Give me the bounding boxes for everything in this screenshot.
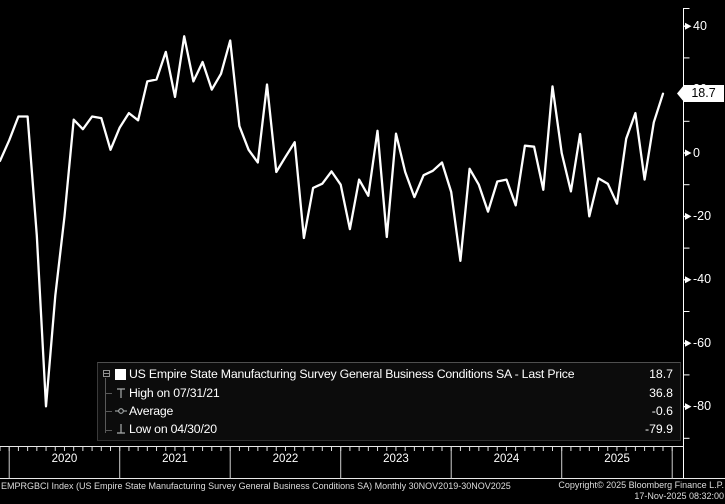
y-tick-arrow-icon [685,276,692,284]
footer-copyright-block: Copyright© 2025 Bloomberg Finance L.P. 1… [558,480,724,502]
average-marker-icon [114,408,127,414]
y-axis-label: -40 [693,272,712,287]
legend-tree-stub [105,430,112,431]
legend-row-high[interactable]: High on 07/31/21 36.8 [101,383,675,401]
legend-low-label: Low on 04/30/20 [129,422,217,437]
series-swatch-icon [115,368,126,380]
y-tick-arrow-icon [685,339,692,347]
y-axis-label: -80 [693,399,712,414]
legend-average-value: -0.6 [651,403,673,418]
price-line [0,35,665,408]
footer-copyright: Copyright© 2025 Bloomberg Finance L.P. [558,480,724,490]
legend-series-label: US Empire State Manufacturing Survey Gen… [129,367,575,382]
y-axis-label: -60 [693,335,712,350]
legend-tree-stub [105,393,112,394]
y-axis-label: -20 [693,208,712,223]
legend-series-value: 18.7 [649,367,673,382]
x-axis-year-label: 2021 [162,453,188,465]
x-axis-year-label: 2025 [604,453,630,465]
legend-high-label: High on 07/31/21 [129,385,220,400]
legend-row-low[interactable]: Low on 04/30/20 -79.9 [101,420,675,438]
legend-box: US Empire State Manufacturing Survey Gen… [97,362,681,441]
high-marker-icon [116,387,125,398]
x-axis-year-label: 2022 [272,453,299,465]
y-tick-arrow-icon [685,212,692,220]
legend-row-series[interactable]: US Empire State Manufacturing Survey Gen… [101,365,675,383]
y-axis-label: 0 [693,145,700,160]
x-axis-year-label: 2020 [51,453,78,465]
last-price-badge: 18.7 [677,85,724,102]
legend-tree-line [105,378,106,433]
legend-row-average[interactable]: Average -0.6 [101,402,675,420]
footer-datetime: 17-Nov-2025 08:32:00 [634,491,724,501]
tree-collapse-icon[interactable] [103,370,110,377]
legend-average-label: Average [129,403,174,418]
low-marker-icon [116,424,125,434]
legend-high-value: 36.8 [649,385,673,400]
x-axis-year-label: 2024 [493,453,520,465]
y-tick-arrow-icon [685,22,692,30]
y-axis-label: 40 [693,18,707,33]
y-tick-arrow-icon [685,403,692,411]
legend-low-value: -79.9 [644,422,673,437]
last-price-badge-value: 18.7 [691,86,716,100]
x-axis-year-label: 2023 [383,453,409,465]
y-tick-arrow-icon [685,149,692,157]
footer-security-description: EMPRGBCI Index (US Empire State Manufact… [1,481,511,491]
legend-tree-stub [105,411,112,412]
